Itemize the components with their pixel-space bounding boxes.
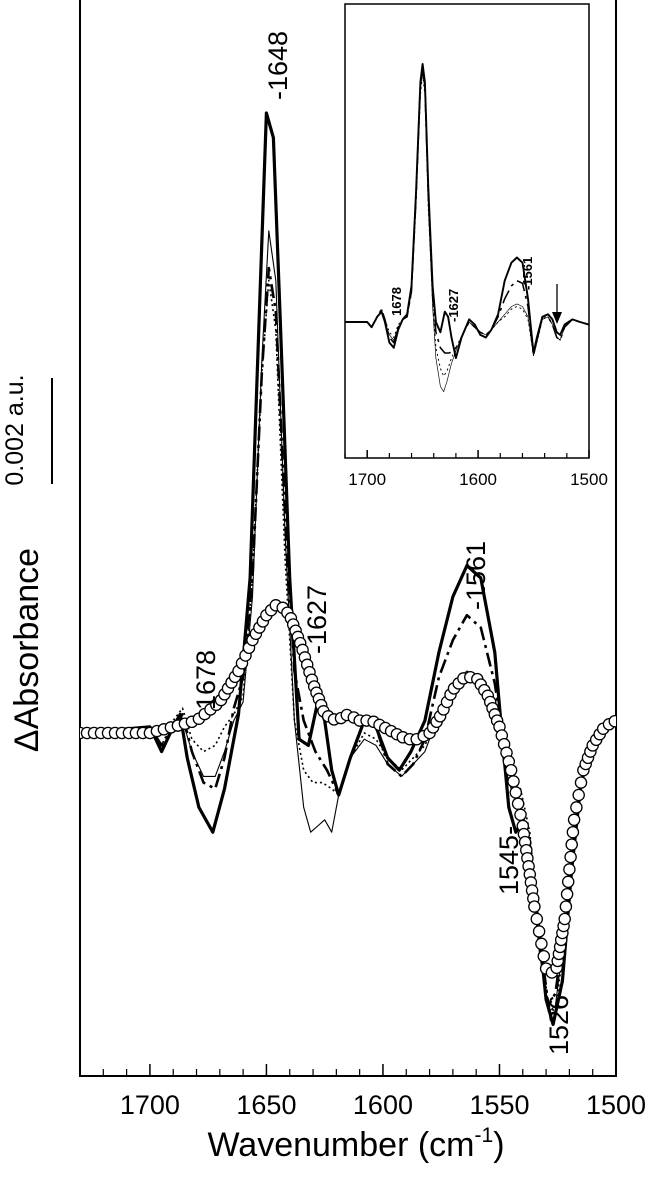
main-x-tick-label: 1600 [353,1090,413,1120]
main-series-4-marker [563,863,576,876]
inset-peak-label: -1561 [520,257,535,290]
inset-frame [344,3,590,459]
inset-series-group [345,63,589,393]
inset-peak-annotations: 1678 -1627 -1561 [389,257,535,322]
inset-x-axis: 1700 1600 1500 [344,450,608,489]
inset-arrow [552,284,562,324]
main-x-tick-label: 1700 [120,1090,180,1120]
main-x-tick-label: 1550 [469,1090,529,1120]
main-series-4-marker [560,887,574,901]
main-peak-label: 1545- [494,826,524,895]
inset-peak-label: -1627 [446,289,461,322]
main-series-4-marker [509,786,523,799]
main-peak-label: -1627 [302,585,332,654]
main-series-3-line [80,279,616,1013]
scale-bar-label: 0.002 a.u. [1,374,29,485]
main-series-4-marker [535,937,548,951]
main-series-4-marker [572,788,585,802]
x-axis-label: Wavenumber (cm-1) [207,1124,504,1164]
main-series-4-marker [570,801,583,814]
inset-series-0-line [345,63,589,360]
main-series-4-marker [559,900,573,913]
main-series-4-marker [558,912,571,926]
main-series-4-marker [608,714,616,728]
main-peak-label: 1526 [544,995,574,1055]
main-series-4-marker [567,813,581,827]
main-series-4-marker [511,797,525,810]
main-series-4-marker [561,875,575,889]
inset-peak-label: 1678 [389,287,404,316]
main-series-4-marker [507,775,520,788]
main-x-tick-label: 1650 [236,1090,296,1120]
main-series-4-marker [565,838,578,851]
main-series-group [80,111,616,1026]
main-series-4-marker [528,900,541,913]
inset-x-tick-label: 1700 [348,470,386,489]
main-plot-frame [79,0,617,1077]
main-series-4-marker [530,912,544,926]
main-x-axis: 1700 1650 1600 1550 1500 [79,1064,646,1120]
main-series-4-marker [574,776,588,789]
main-series-4-marker [532,925,546,938]
main-peak-label: -1648 [263,31,293,100]
main-peak-label: -1561 [461,541,491,610]
main-series-4-marker [514,808,527,822]
main-peak-annotations: -1648 1678 -1627 -1561 1545- 1526 [191,31,574,1055]
main-series-4-marker [564,850,577,864]
main-series-4-marker [504,763,518,777]
inset-series-1-line [345,65,589,357]
main-peak-label: 1678 [191,650,221,710]
inset-series-3-line [345,73,589,377]
main-series-4-marker [537,949,551,963]
inset-x-tick-label: 1500 [570,470,608,489]
main-x-tick-label: 1500 [586,1090,646,1120]
main-series-4-marker [566,825,580,839]
inset-x-tick-label: 1600 [459,470,497,489]
y-axis-label: ΔAbsorbance [8,548,46,752]
